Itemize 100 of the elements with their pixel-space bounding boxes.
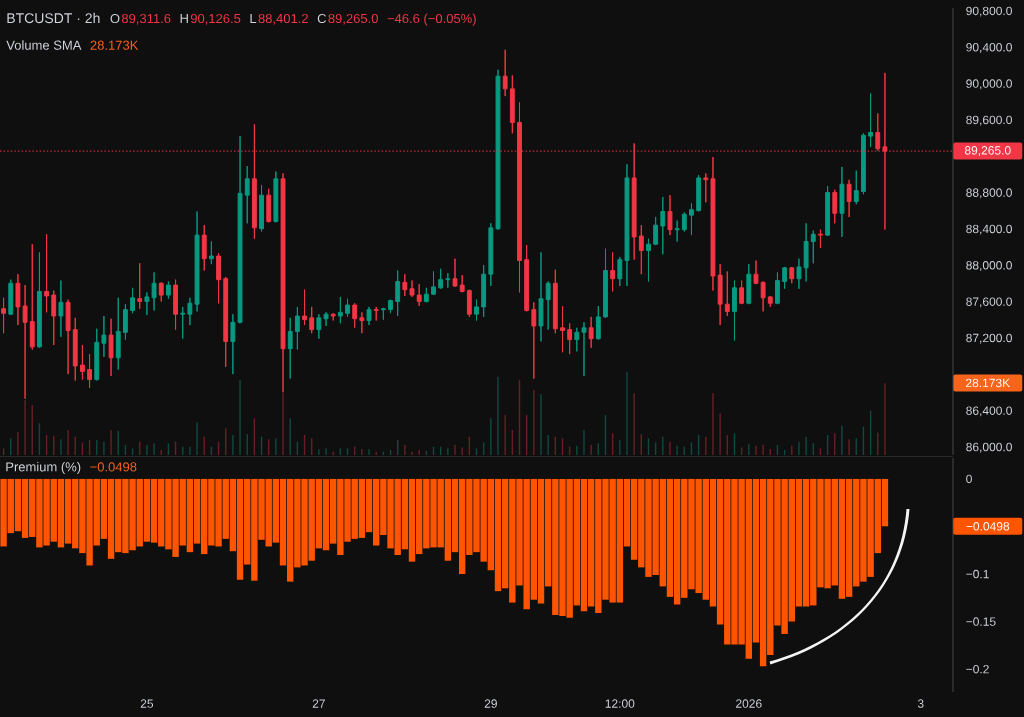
candlestick: [531, 301, 537, 380]
y-tick-label: −0.1: [966, 569, 989, 579]
candlestick: [674, 220, 680, 242]
candlestick: [689, 202, 694, 236]
candlestick: [746, 263, 752, 305]
x-tick-label: 3: [917, 699, 924, 708]
candlestick: [409, 280, 415, 298]
candlestick: [452, 258, 458, 288]
candlestick: [646, 238, 651, 282]
candlestick: [552, 269, 558, 334]
candlestick: [459, 274, 465, 293]
y-tick-label: −0.15: [966, 617, 996, 626]
annotation: −46.6 (−0.05%): [387, 13, 476, 26]
candlestick: [352, 302, 358, 329]
candlestick: [115, 297, 121, 371]
candlestick: [782, 266, 788, 290]
candlestick: [137, 262, 143, 310]
candlestick: [395, 270, 401, 317]
candlestick: [373, 306, 379, 322]
candlestick: [667, 194, 673, 236]
candlestick: [789, 266, 795, 284]
candlestick: [853, 170, 859, 205]
candlestick: [732, 280, 737, 342]
candlestick: [201, 224, 207, 272]
candlestick: [208, 240, 214, 265]
candlestick: [273, 171, 279, 223]
candlestick: [366, 306, 372, 326]
x-tick-label: 29: [484, 699, 497, 708]
y-tick-label: 88,000.0: [966, 261, 1012, 271]
y-tick-label: 87,200.0: [966, 333, 1012, 344]
annotation: L: [250, 14, 257, 23]
candlestick: [445, 272, 451, 289]
candlestick: [839, 166, 845, 238]
candlestick: [660, 196, 666, 255]
candlestick: [51, 290, 57, 346]
candlestick: [560, 305, 565, 353]
candlestick: [832, 189, 838, 224]
candlestick: [810, 230, 816, 264]
y-tick-label: −0.2: [966, 664, 989, 674]
candlestick: [309, 306, 315, 334]
candlestick: [567, 322, 573, 355]
candlestick: [803, 222, 809, 282]
candlestick: [173, 279, 178, 331]
annotation: 88,401.2: [258, 13, 308, 25]
candlestick: [474, 299, 479, 322]
annotation: H: [180, 14, 188, 23]
candlestick: [29, 243, 35, 351]
x-tick-label: 12:00: [605, 699, 635, 708]
candlestick: [1, 297, 7, 334]
annotation: 89,265.0: [328, 13, 378, 25]
candlestick: [825, 185, 831, 237]
candlestick: [846, 179, 852, 218]
y-tick-label: 86,000.0: [966, 442, 1012, 453]
candlestick: [775, 271, 780, 305]
ref-line-label: 89,265.0: [964, 146, 1011, 157]
candlestick: [481, 264, 487, 318]
candlestick: [423, 287, 429, 303]
candlestick: [610, 251, 616, 292]
y-tick-label: 86,400.0: [966, 406, 1012, 417]
candlestick: [244, 165, 250, 224]
chart-title: Premium (%): [6, 461, 81, 475]
candlestick: [388, 299, 393, 314]
candlestick: [488, 222, 494, 287]
x-tick-label: 25: [140, 699, 154, 708]
candlestick: [868, 92, 874, 148]
candlestick: [861, 132, 866, 195]
candlestick: [760, 280, 766, 312]
candlestick: [416, 283, 422, 307]
candlestick: [158, 281, 164, 302]
candlestick: [538, 251, 544, 342]
candlestick: [316, 313, 322, 340]
text: 28.173K: [966, 378, 1010, 388]
candlestick: [710, 156, 716, 292]
candlestick: [79, 344, 85, 381]
candlestick: [165, 280, 171, 300]
candlestick: [287, 317, 293, 380]
annotation: C: [317, 13, 326, 24]
candlestick: [603, 248, 608, 319]
y-tick-label: 88,400.0: [966, 224, 1012, 235]
y-tick-label: 89,600.0: [966, 115, 1012, 126]
candlestick: [380, 307, 386, 321]
candlestick: [595, 305, 601, 341]
candlestick: [8, 279, 14, 316]
chart-title: Volume SMA: [6, 40, 82, 50]
candlestick: [753, 260, 759, 285]
candlestick: [495, 69, 501, 231]
candlestick: [144, 291, 150, 316]
candlestick: [44, 233, 50, 313]
candlestick: [259, 184, 264, 232]
annotation: 90,126.5: [190, 13, 241, 25]
candlestick: [739, 280, 745, 305]
y-tick-label: 90,400.0: [966, 43, 1012, 53]
candlestick: [87, 353, 93, 389]
text: −0.0498: [966, 522, 1010, 531]
candlestick: [94, 328, 100, 381]
candlestick: [624, 163, 630, 287]
chart-subtitle: −0.0498: [90, 462, 137, 472]
candlestick: [545, 280, 551, 331]
candlestick: [294, 306, 300, 351]
candlestick: [466, 289, 472, 318]
